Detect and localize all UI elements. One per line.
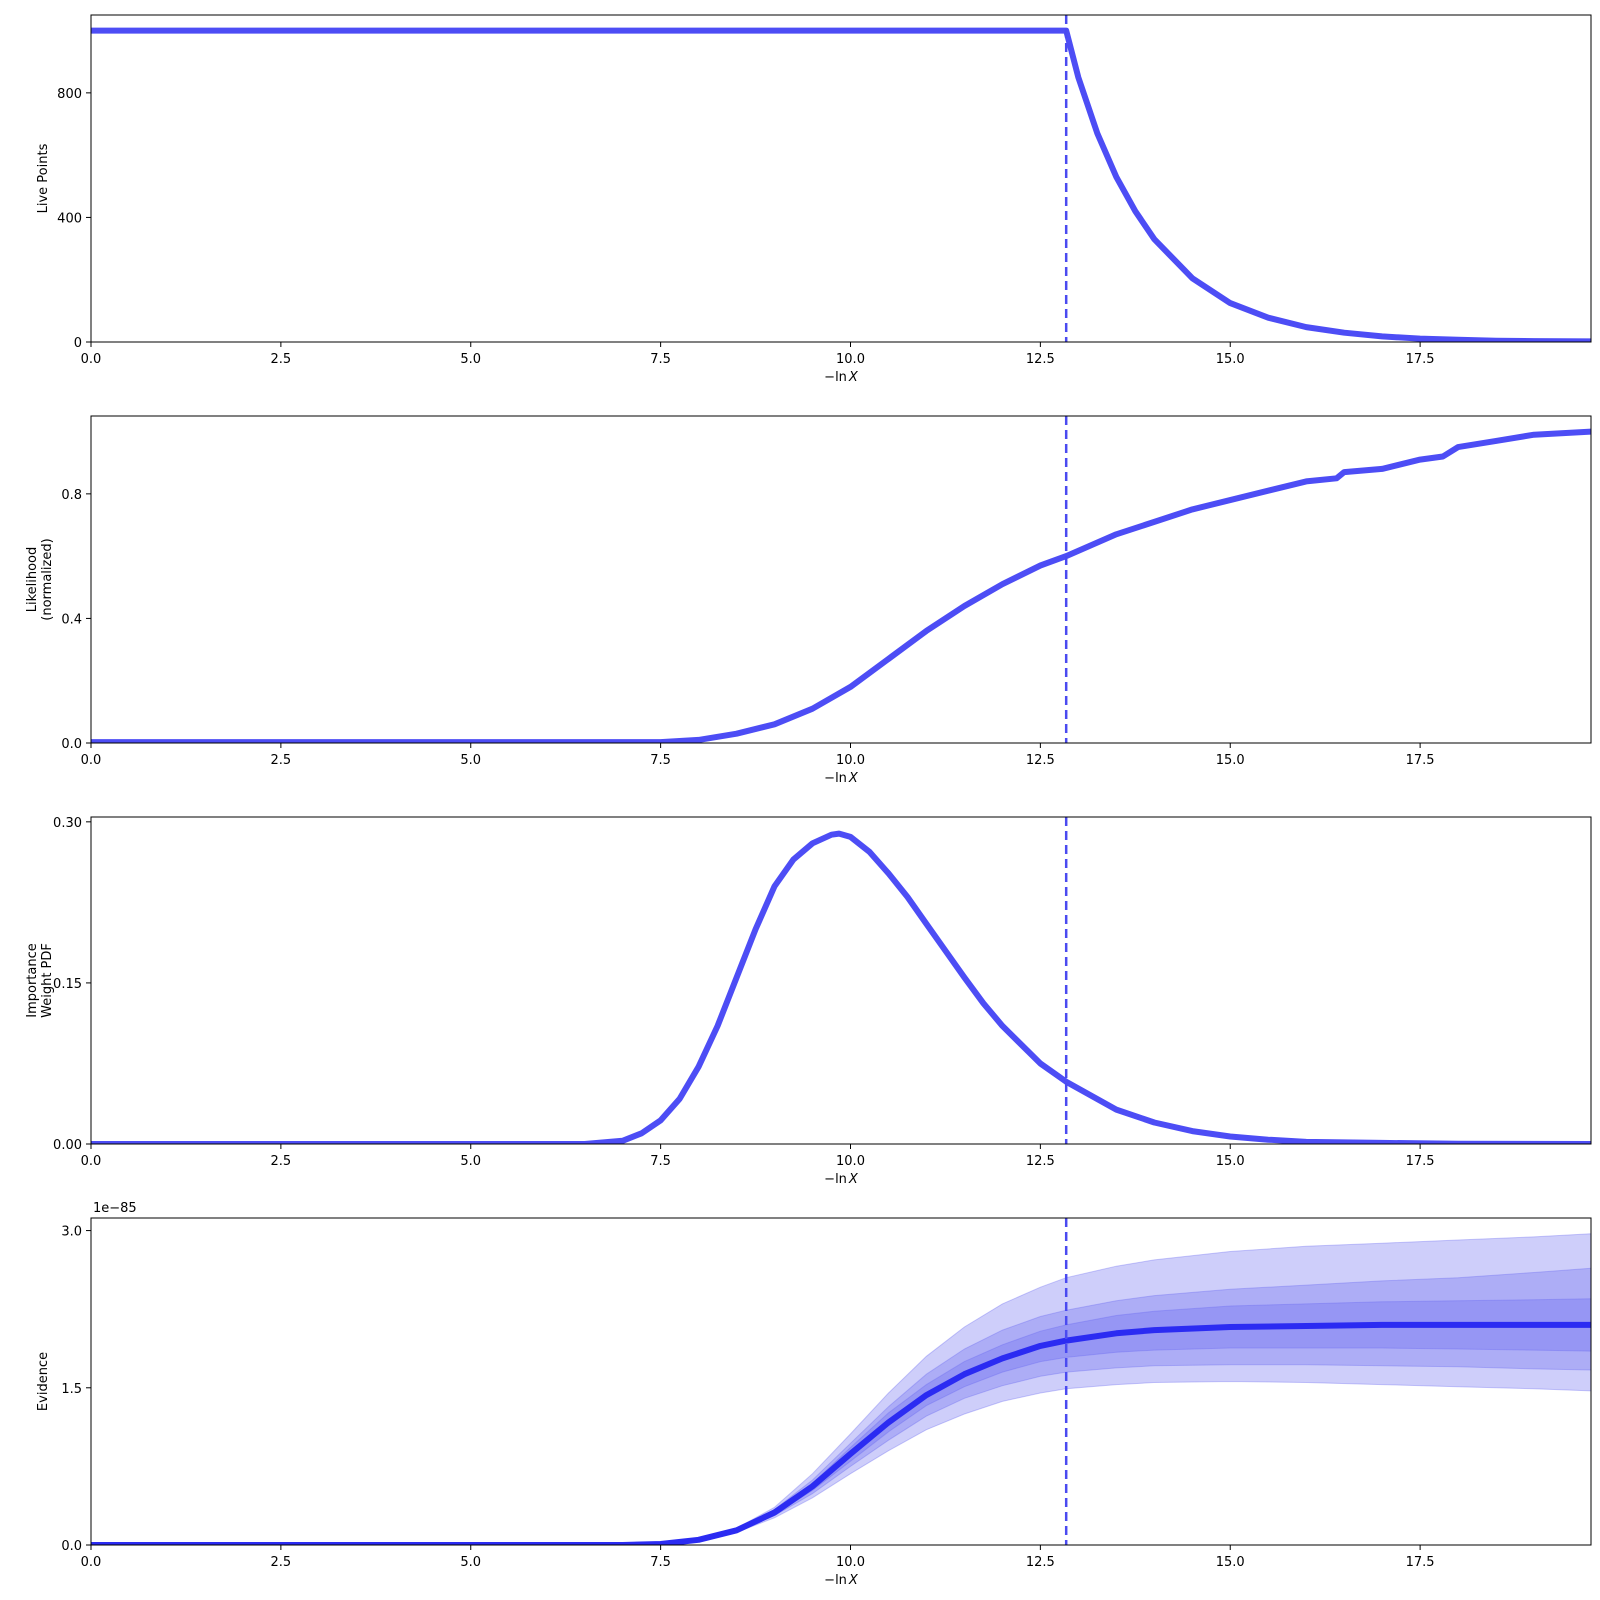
y-tick-label: 0.15 (53, 977, 82, 992)
panel-live-points: 0.0 2.5 5.0 7.5 10.0 12.5 15.0 17.5 0 400 800 −ln X L… (36, 14, 1592, 385)
y-tick-label: 3.0 (61, 1225, 82, 1240)
x-tick-label: 17.5 (1406, 1555, 1435, 1570)
panel-importance-weight: 0.0 2.5 5.0 7.5 10.0 12.5 15.0 17.5 0.00 0.15 0.30… (25, 816, 1592, 1187)
y-tick-label: 0.00 (53, 1138, 82, 1153)
x-axis-label: −ln X (824, 1172, 859, 1187)
x-tick-label: 7.5 (650, 753, 671, 768)
y-axis-label: Likelihood (25, 547, 40, 613)
plot-area (91, 15, 1591, 342)
x-tick-label: 5.0 (460, 1555, 481, 1570)
y-tick-label: 0 (74, 336, 82, 351)
x-tick-label: 7.5 (650, 1555, 671, 1570)
importance-weight-line (91, 830, 1591, 1144)
axes-frame (90, 14, 1592, 343)
plot-area (91, 817, 1591, 1144)
evidence-band-2 (91, 1267, 1591, 1545)
y-axis-label: Live Points (36, 143, 51, 213)
x-tick-label: 15.0 (1216, 1154, 1245, 1169)
live-points-line (91, 27, 1591, 342)
x-tick-label: 5.0 (460, 753, 481, 768)
y-tick-label: 800 (57, 87, 82, 102)
x-tick-label: 17.5 (1406, 753, 1435, 768)
x-tick-label: 15.0 (1216, 753, 1245, 768)
x-tick-label: 17.5 (1406, 1154, 1435, 1169)
x-tick-label: 10.0 (836, 1154, 865, 1169)
y-axis-label: Importance (25, 943, 40, 1018)
y-tick-label: 0.0 (61, 1539, 82, 1554)
y-tick-label: 0.4 (61, 612, 82, 627)
x-tick-label: 10.0 (836, 352, 865, 367)
evidence-mean-line (91, 1321, 1591, 1545)
evidence-band-3 (91, 1298, 1591, 1545)
y-tick-label: 0.30 (53, 816, 82, 831)
x-tick-label: 12.5 (1026, 1555, 1055, 1570)
plot-area (91, 416, 1591, 743)
x-tick-label: 0.0 (81, 1154, 102, 1169)
y-tick-label: 0.0 (61, 737, 82, 752)
x-tick-label: 0.0 (81, 1555, 102, 1570)
y-axis-label: Weight PDF (40, 943, 55, 1018)
x-tick-label: 15.0 (1216, 352, 1245, 367)
evidence-band-1 (91, 1233, 1591, 1545)
plot-area (91, 1218, 1591, 1545)
x-tick-label: 2.5 (271, 753, 292, 768)
x-tick-label: 2.5 (271, 1555, 292, 1570)
x-axis-label-var: X (848, 1573, 859, 1588)
x-tick-label: 17.5 (1406, 352, 1435, 367)
x-axis-label-prefix: −ln (824, 771, 847, 786)
x-tick-label: 7.5 (650, 1154, 671, 1169)
x-axis-label-var: X (848, 1172, 859, 1187)
x-tick-label: 7.5 (650, 352, 671, 367)
y-axis-label: (normalized) (40, 538, 55, 620)
x-tick-label: 2.5 (271, 1154, 292, 1169)
x-tick-label: 12.5 (1026, 1154, 1055, 1169)
y-offset-label: 1e−85 (93, 1201, 137, 1216)
x-axis-label-prefix: −ln (824, 1573, 847, 1588)
x-tick-label: 0.0 (81, 352, 102, 367)
y-axis-label: Evidence (36, 1352, 51, 1411)
panel-evidence: 0.0 2.5 5.0 7.5 10.0 12.5 15.0 17.5 0.0 1.5 3.0 −ln… (36, 1201, 1592, 1588)
x-axis-label-var: X (848, 771, 859, 786)
x-tick-label: 2.5 (271, 352, 292, 367)
y-tick-label: 400 (57, 211, 82, 226)
y-tick-label: 1.5 (61, 1382, 82, 1397)
x-axis-label-var: X (848, 370, 859, 385)
x-axis-label: −ln X (824, 370, 859, 385)
likelihood-line (91, 428, 1591, 743)
panel-likelihood: 0.0 2.5 5.0 7.5 10.0 12.5 15.0 17.5 0.0 0.4 0.8 −ln… (25, 415, 1592, 786)
axes-frame (90, 415, 1592, 744)
x-tick-label: 10.0 (836, 1555, 865, 1570)
x-axis-label: −ln X (824, 1573, 859, 1588)
x-tick-label: 10.0 (836, 753, 865, 768)
x-axis-label-prefix: −ln (824, 370, 847, 385)
x-tick-label: 5.0 (460, 352, 481, 367)
x-tick-label: 0.0 (81, 753, 102, 768)
x-axis-label-prefix: −ln (824, 1172, 847, 1187)
x-tick-label: 5.0 (460, 1154, 481, 1169)
axes-frame (90, 1217, 1592, 1546)
x-tick-label: 12.5 (1026, 753, 1055, 768)
y-tick-label: 0.8 (61, 488, 82, 503)
x-tick-label: 15.0 (1216, 1555, 1245, 1570)
x-tick-label: 12.5 (1026, 352, 1055, 367)
axes-frame (90, 816, 1592, 1145)
x-axis-label: −ln X (824, 771, 859, 786)
